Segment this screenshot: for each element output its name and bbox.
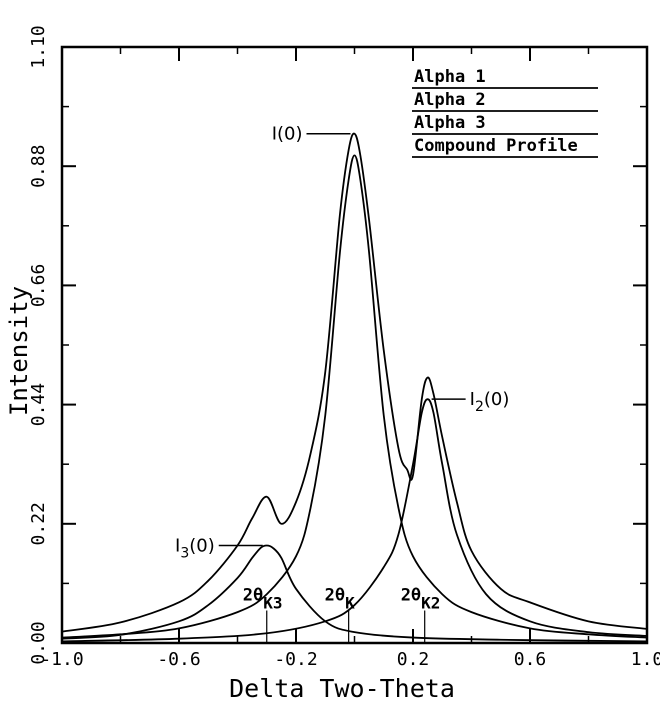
series-line-alpha-3 — [61, 544, 648, 643]
y-tick-label: 0.22 — [28, 502, 49, 545]
annotation-label: I(0) — [272, 124, 303, 145]
x-tick-label: 1.0 — [631, 649, 660, 670]
series-line-compound-profile — [61, 132, 648, 633]
legend: Alpha 1 Alpha 2 Alpha 3 Compound Profile — [412, 67, 598, 158]
x-tick-label: -0.6 — [157, 649, 200, 670]
series-line-alpha-1 — [61, 154, 648, 639]
x-tick-label: -0.2 — [274, 649, 317, 670]
peak-annotations: I(0) I2(0) I3(0) — [175, 124, 509, 562]
legend-entry-label: Alpha 3 — [414, 113, 486, 133]
position-markers: 2θK3 2θK 2θK2 — [243, 585, 441, 643]
y-tick-label: 0.88 — [28, 145, 49, 188]
position-marker-label: 2θK3 — [243, 585, 283, 612]
legend-entry-label: Alpha 1 — [414, 67, 486, 87]
legend-entry-label: Alpha 2 — [414, 90, 486, 110]
y-axis-label: Intensity — [5, 286, 33, 416]
series-line-alpha-2 — [61, 398, 648, 643]
x-tick-label: -1.0 — [40, 649, 83, 670]
x-axis-label: Delta Two-Theta — [229, 674, 455, 703]
position-marker-label: 2θK2 — [401, 585, 441, 612]
annotation-label: I2(0) — [470, 389, 510, 415]
x-tick-label: 0.2 — [397, 649, 430, 670]
y-tick-label: 0.00 — [28, 621, 49, 664]
x-tick-label: 0.6 — [514, 649, 547, 670]
series-lines — [61, 132, 648, 643]
axes: -1.0 -0.6 -0.2 0.2 0.6 1.0 0.00 0.22 0.44 0.66 0.8… — [28, 25, 660, 670]
y-tick-label: 0.66 — [28, 264, 49, 307]
legend-entry-label: Compound Profile — [414, 136, 578, 156]
y-tick-label: 0.44 — [28, 383, 49, 426]
y-tick-label: 1.10 — [28, 25, 49, 68]
annotation-label: I3(0) — [175, 535, 215, 561]
position-marker-label: 2θK — [325, 585, 355, 612]
